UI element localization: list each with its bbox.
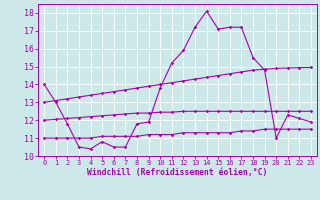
X-axis label: Windchill (Refroidissement éolien,°C): Windchill (Refroidissement éolien,°C) — [87, 168, 268, 177]
